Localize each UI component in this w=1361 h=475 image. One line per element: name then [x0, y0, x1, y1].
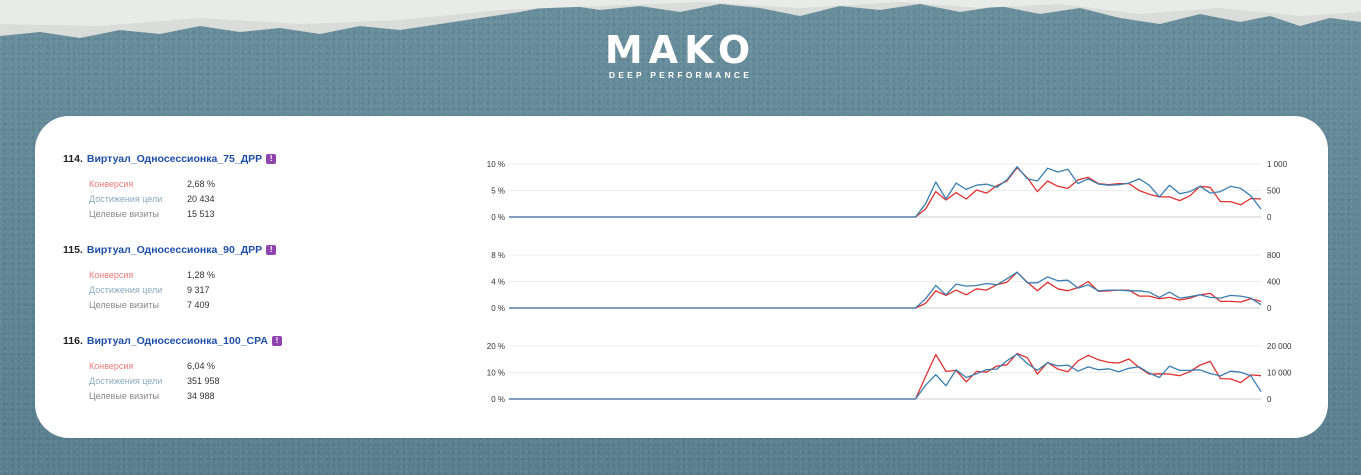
metric-label: Достижения цели [89, 376, 163, 386]
metric-value: 34 988 [187, 391, 215, 401]
y-right-tick-label: 10 000 [1267, 369, 1292, 378]
metric-goals: Достижения цели 20 434 [89, 192, 309, 207]
conversion-series-line [509, 352, 1262, 400]
metric-visits: Целевые визиты 7 409 [89, 298, 309, 313]
metric-value: 7 409 [187, 300, 210, 310]
metrics-list: Конверсия 2,68 % Достижения цели 20 434 … [89, 177, 309, 222]
campaign-title: 114. Виртуал_Односессионка_75_ДРР ! [63, 153, 277, 165]
conversion-series-line [509, 167, 1262, 218]
y-right-tick-label: 500 [1267, 187, 1281, 196]
y-right-tick-label: 800 [1267, 251, 1281, 260]
metric-label: Конверсия [89, 361, 134, 371]
metric-label: Целевые визиты [89, 300, 159, 310]
metric-label: Достижения цели [89, 194, 163, 204]
metric-value: 9 317 [187, 285, 210, 295]
metric-value: 2,68 % [187, 179, 216, 189]
metric-visits: Целевые визиты 15 513 [89, 207, 309, 222]
line-chart: 10 % 1 000 5 % 500 0 % 0 [487, 160, 1288, 222]
conversion-series-line [509, 271, 1262, 309]
metric-value: 15 513 [187, 209, 215, 219]
metric-goals: Достижения цели 9 317 [89, 283, 309, 298]
campaign-number: 114. [63, 153, 83, 165]
y-left-tick-label: 8 % [491, 251, 505, 260]
metric-conversion: Конверсия 6,04 % [89, 359, 309, 374]
line-chart: 20 % 20 000 10 % 10 000 0 % 0 [487, 342, 1292, 404]
y-left-tick-label: 10 % [487, 160, 505, 169]
metric-conversion: Конверсия 2,68 % [89, 177, 309, 192]
report-card: 114. Виртуал_Односессионка_75_ДРР ! Конв… [35, 116, 1328, 438]
metric-goals: Достижения цели 351 958 [89, 374, 309, 389]
metric-label: Целевые визиты [89, 209, 159, 219]
metric-label: Конверсия [89, 270, 134, 280]
metric-visits: Целевые визиты 34 988 [89, 389, 309, 404]
campaign-name-link[interactable]: Виртуал_Односессионка_100_CPA [86, 335, 268, 347]
torn-paper-header [0, 0, 1361, 38]
metrics-list: Конверсия 1,28 % Достижения цели 9 317 Ц… [89, 268, 309, 313]
metric-value: 20 434 [187, 194, 215, 204]
y-left-tick-label: 0 % [491, 395, 505, 404]
y-left-tick-label: 4 % [491, 278, 505, 287]
metric-value: 6,04 % [187, 361, 216, 371]
y-left-tick-label: 10 % [487, 369, 505, 378]
campaign-title: 115. Виртуал_Односессионка_90_ДРР ! [63, 244, 277, 256]
y-left-tick-label: 5 % [491, 187, 505, 196]
warning-badge-icon[interactable]: ! [266, 245, 277, 255]
warning-badge-icon[interactable]: ! [271, 336, 282, 346]
line-chart: 8 % 800 4 % 400 0 % 0 [491, 251, 1281, 313]
brand-tagline: DEEP PERFORMANCE [608, 70, 753, 80]
visits-series-line [509, 166, 1262, 218]
y-right-tick-label: 20 000 [1267, 342, 1292, 351]
metric-label: Целевые визиты [89, 391, 159, 401]
warning-badge-icon[interactable]: ! [266, 154, 277, 164]
y-right-tick-label: 400 [1267, 278, 1281, 287]
metric-label: Конверсия [89, 179, 134, 189]
campaign-title: 116. Виртуал_Односессионка_100_CPA ! [63, 335, 282, 347]
brand-logo: MAKO DEEP PERFORMANCE [0, 30, 1361, 80]
metric-conversion: Конверсия 1,28 % [89, 268, 309, 283]
campaign-number: 116. [63, 335, 83, 347]
visits-series-line [509, 271, 1262, 309]
y-left-tick-label: 0 % [491, 213, 505, 222]
brand-name: MAKO [604, 28, 757, 72]
campaign-name-link[interactable]: Виртуал_Односессионка_75_ДРР [86, 153, 263, 165]
visits-series-line [509, 353, 1262, 400]
campaign-name-link[interactable]: Виртуал_Односессионка_90_ДРР [86, 244, 263, 256]
y-left-tick-label: 0 % [491, 304, 505, 313]
y-right-tick-label: 1 000 [1267, 160, 1288, 169]
y-left-tick-label: 20 % [487, 342, 505, 351]
metrics-list: Конверсия 6,04 % Достижения цели 351 958… [89, 359, 309, 404]
metric-value: 1,28 % [187, 270, 216, 280]
y-right-tick-label: 0 [1267, 304, 1272, 313]
y-right-tick-label: 0 [1267, 213, 1272, 222]
metric-label: Достижения цели [89, 285, 163, 295]
metric-value: 351 958 [187, 376, 220, 386]
campaign-number: 115. [63, 244, 83, 256]
y-right-tick-label: 0 [1267, 395, 1272, 404]
